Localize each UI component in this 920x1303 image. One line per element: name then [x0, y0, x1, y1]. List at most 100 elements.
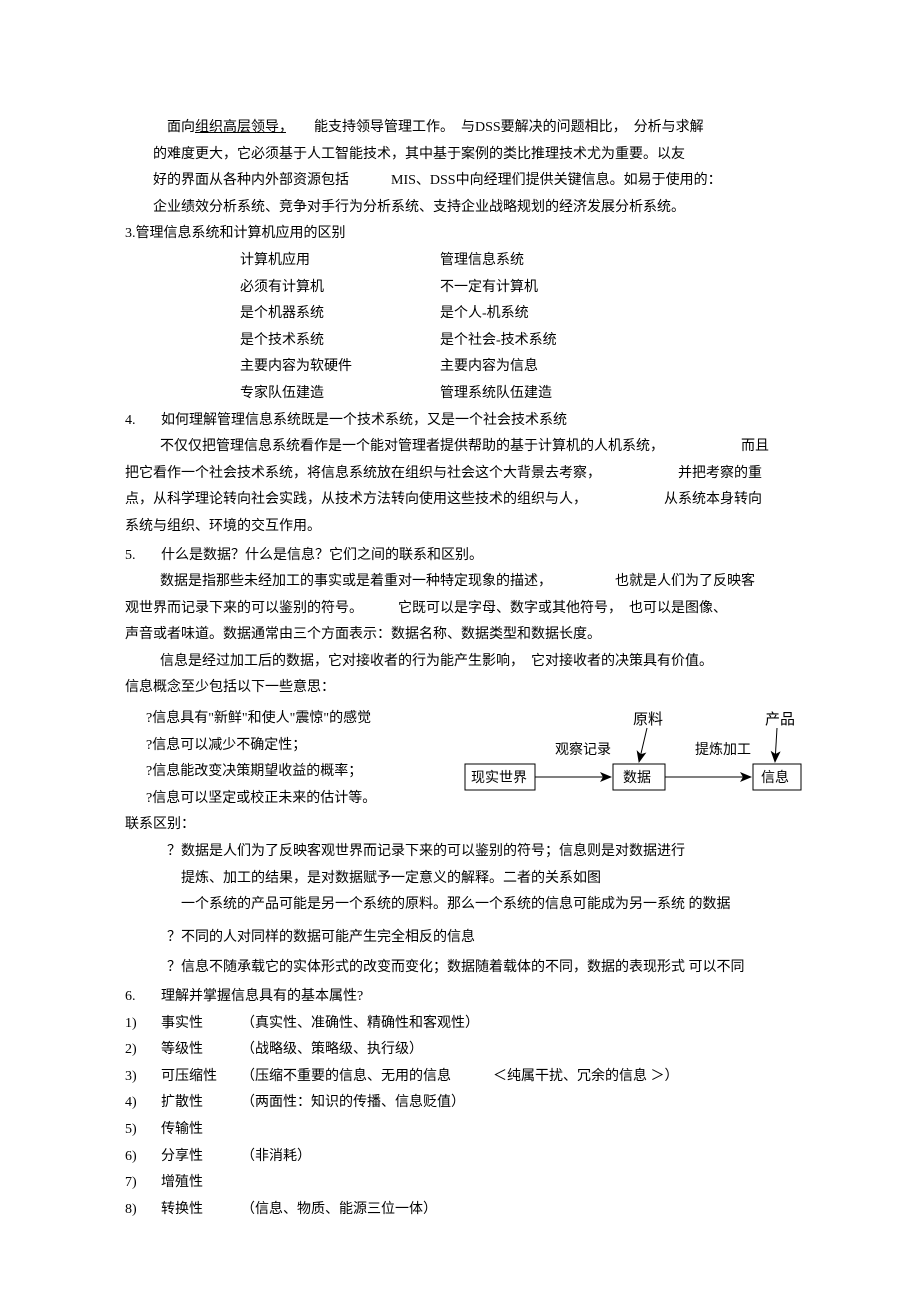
q5-p1: 数据是指那些未经加工的事实或是着重对一种特定现象的描述， 也就是人们为了反映客 [125, 569, 795, 596]
refine-label: 提炼加工 [695, 742, 751, 758]
bullet: ?信息可以减少不确定性； [125, 733, 455, 760]
col1-header: 计算机应用 [240, 248, 440, 275]
q4-header: 4. 如何理解管理信息系统既是一个技术系统，又是一个社会技术系统 [125, 408, 795, 435]
intro-p2: 的难度更大，它必须基于人工智能技术，其中基于案例的类比推理技术尤为重要。以友 [125, 142, 795, 169]
intro-p1: 面向组织高层领导， 能支持领导管理工作。 与DSS要解决的问题相比， 分析与求解 [125, 115, 795, 142]
cell: 是个机器系统 [240, 301, 440, 328]
raw-label: 原料 [633, 711, 663, 728]
bullets-diagram-section: ?信息具有"新鲜"和使人"震惊"的感觉 ?信息可以减少不确定性； ?信息能改变决… [125, 706, 795, 812]
q4-p1: 不仅仅把管理信息系统看作是一个能对管理者提供帮助的基于计算机的人机系统， 而且 [125, 434, 795, 461]
q5-title: 什么是数据？什么是信息？它们之间的联系和区别。 [161, 543, 795, 570]
bullet: ?信息具有"新鲜"和使人"震惊"的感觉 [125, 706, 455, 733]
q4-p4: 系统与组织、环境的交互作用。 [125, 514, 795, 541]
item-num: 2) [125, 1037, 161, 1064]
bullet: ?信息能改变决策期望收益的概率； [125, 759, 455, 786]
observe-label: 观察记录 [555, 741, 611, 758]
item-desc [241, 1117, 795, 1144]
list-item: 1) 事实性 （真实性、准确性、精确性和客观性） [125, 1011, 795, 1038]
list-item: 8) 转换性 （信息、物质、能源三位一体） [125, 1197, 795, 1224]
cell: 不一定有计算机 [440, 275, 640, 302]
intro-p1b: 能支持领导管理工作。 与DSS要解决的问题相比， 分析与求解 [286, 120, 704, 135]
item-num: 5) [125, 1117, 161, 1144]
list-item: 5) 传输性 [125, 1117, 795, 1144]
intro-block: 面向组织高层领导， 能支持领导管理工作。 与DSS要解决的问题相比， 分析与求解… [125, 115, 795, 221]
info-label: 信息 [761, 769, 789, 786]
q5-num: 5. [125, 543, 161, 570]
bullets-left: ?信息具有"新鲜"和使人"震惊"的感觉 ?信息可以减少不确定性； ?信息能改变决… [125, 706, 455, 812]
intro-p3: 好的界面从各种内外部资源包括 MIS、DSS中向经理们提供关键信息。如易于使用的… [125, 168, 795, 195]
bullet: ?信息可以坚定或校正未来的估计等。 [125, 786, 455, 813]
q6-list: 1) 事实性 （真实性、准确性、精确性和客观性） 2) 等级性 （战略级、策略级… [125, 1011, 795, 1224]
item-num: 3) [125, 1064, 161, 1091]
item-label: 转换性 [161, 1197, 241, 1224]
q6-header: 6. 理解并掌握信息具有的基本属性? [125, 984, 795, 1011]
item-desc: （两面性：知识的传播、信息贬值） [241, 1090, 795, 1117]
diagram-container: 原料 产品 观察记录 提炼加工 现实世界 数据 信息 [455, 706, 795, 806]
contact-item: ？数据是人们为了反映客观世界而记录下来的可以鉴别的符号；信息则是对数据进行 [125, 839, 795, 866]
q3-table: 计算机应用 管理信息系统 必须有计算机 不一定有计算机 是个机器系统 是个人-机… [125, 248, 795, 408]
q5-p3: 声音或者味道。数据通常由三个方面表示：数据名称、数据类型和数据长度。 [125, 622, 795, 649]
col2-header: 管理信息系统 [440, 248, 640, 275]
q5-p4: 信息是经过加工后的数据，它对接收者的行为能产生影响， 它对接收者的决策具有价值。 [125, 649, 795, 676]
cell: 主要内容为信息 [440, 354, 640, 381]
product-label: 产品 [765, 711, 795, 728]
item-num: 4) [125, 1090, 161, 1117]
intro-p1u: 组织高层领导， [195, 120, 286, 135]
q3-title: 3.管理信息系统和计算机应用的区别 [125, 221, 795, 248]
q5-p2: 观世界而记录下来的可以鉴别的符号。 它既可以是字母、数字或其他符号， 也可以是图… [125, 596, 795, 623]
q4-p2: 把它看作一个社会技术系统，将信息系统放在组织与社会这个大背景去考察， 并把考察的… [125, 461, 795, 488]
list-item: 7) 增殖性 [125, 1170, 795, 1197]
item-desc: （真实性、准确性、精确性和客观性） [241, 1011, 795, 1038]
contact-item: 提炼、加工的结果，是对数据赋予一定意义的解释。二者的关系如图 [125, 866, 795, 893]
table-row: 主要内容为软硬件 主要内容为信息 [125, 354, 795, 381]
q4-title: 如何理解管理信息系统既是一个技术系统，又是一个社会技术系统 [161, 408, 795, 435]
cell: 是个人-机系统 [440, 301, 640, 328]
cell: 管理系统队伍建造 [440, 381, 640, 408]
item-label: 传输性 [161, 1117, 241, 1144]
item-num: 7) [125, 1170, 161, 1197]
cell: 专家队伍建造 [240, 381, 440, 408]
item-label: 事实性 [161, 1011, 241, 1038]
contact-item: ？不同的人对同样的数据可能产生完全相反的信息 [125, 925, 795, 952]
q5-p5: 信息概念至少包括以下一些意思： [125, 675, 795, 702]
data-label: 数据 [623, 770, 651, 786]
item-desc: （非消耗） [241, 1144, 795, 1171]
item-label: 等级性 [161, 1037, 241, 1064]
list-item: 6) 分享性 （非消耗） [125, 1144, 795, 1171]
q4-num: 4. [125, 408, 161, 435]
cell: 是个社会-技术系统 [440, 328, 640, 355]
q6-num: 6. [125, 984, 161, 1011]
item-label: 可压缩性 [161, 1064, 241, 1091]
item-desc: （压缩不重要的信息、无用的信息 ＜纯属干扰、冗余的信息 ＞） [241, 1064, 795, 1091]
list-item: 2) 等级性 （战略级、策略级、执行级） [125, 1037, 795, 1064]
contact-title: 联系区别： [125, 812, 795, 839]
contact-item: ？信息不随承载它的实体形式的改变而变化；数据随着载体的不同，数据的表现形式 可以… [125, 955, 795, 982]
intro-p1a: 面向 [167, 120, 195, 135]
q6-title: 理解并掌握信息具有的基本属性? [161, 984, 795, 1011]
intro-p4: 企业绩效分析系统、竞争对手行为分析系统、支持企业战略规划的经济发展分析系统。 [125, 195, 795, 222]
contact-item: 一个系统的产品可能是另一个系统的原料。那么一个系统的信息可能成为另一系统 的数据 [125, 892, 795, 919]
item-desc: （战略级、策略级、执行级） [241, 1037, 795, 1064]
q4-p3: 点，从科学理论转向社会实践，从技术方法转向使用这些技术的组织与人， 从系统本身转… [125, 487, 795, 514]
q5-header: 5. 什么是数据？什么是信息？它们之间的联系和区别。 [125, 543, 795, 570]
item-label: 增殖性 [161, 1170, 241, 1197]
item-label: 分享性 [161, 1144, 241, 1171]
cell: 必须有计算机 [240, 275, 440, 302]
item-desc [241, 1170, 795, 1197]
list-item: 4) 扩散性 （两面性：知识的传播、信息贬值） [125, 1090, 795, 1117]
flow-diagram-icon: 原料 产品 观察记录 提炼加工 现实世界 数据 信息 [463, 706, 803, 806]
table-row: 是个技术系统 是个社会-技术系统 [125, 328, 795, 355]
item-num: 1) [125, 1011, 161, 1038]
item-num: 6) [125, 1144, 161, 1171]
item-num: 8) [125, 1197, 161, 1224]
list-item: 3) 可压缩性 （压缩不重要的信息、无用的信息 ＜纯属干扰、冗余的信息 ＞） [125, 1064, 795, 1091]
item-label: 扩散性 [161, 1090, 241, 1117]
table-row: 必须有计算机 不一定有计算机 [125, 275, 795, 302]
table-header: 计算机应用 管理信息系统 [125, 248, 795, 275]
table-row: 是个机器系统 是个人-机系统 [125, 301, 795, 328]
cell: 是个技术系统 [240, 328, 440, 355]
realworld-label: 现实世界 [471, 770, 527, 786]
cell: 主要内容为软硬件 [240, 354, 440, 381]
item-desc: （信息、物质、能源三位一体） [241, 1197, 795, 1224]
table-row: 专家队伍建造 管理系统队伍建造 [125, 381, 795, 408]
